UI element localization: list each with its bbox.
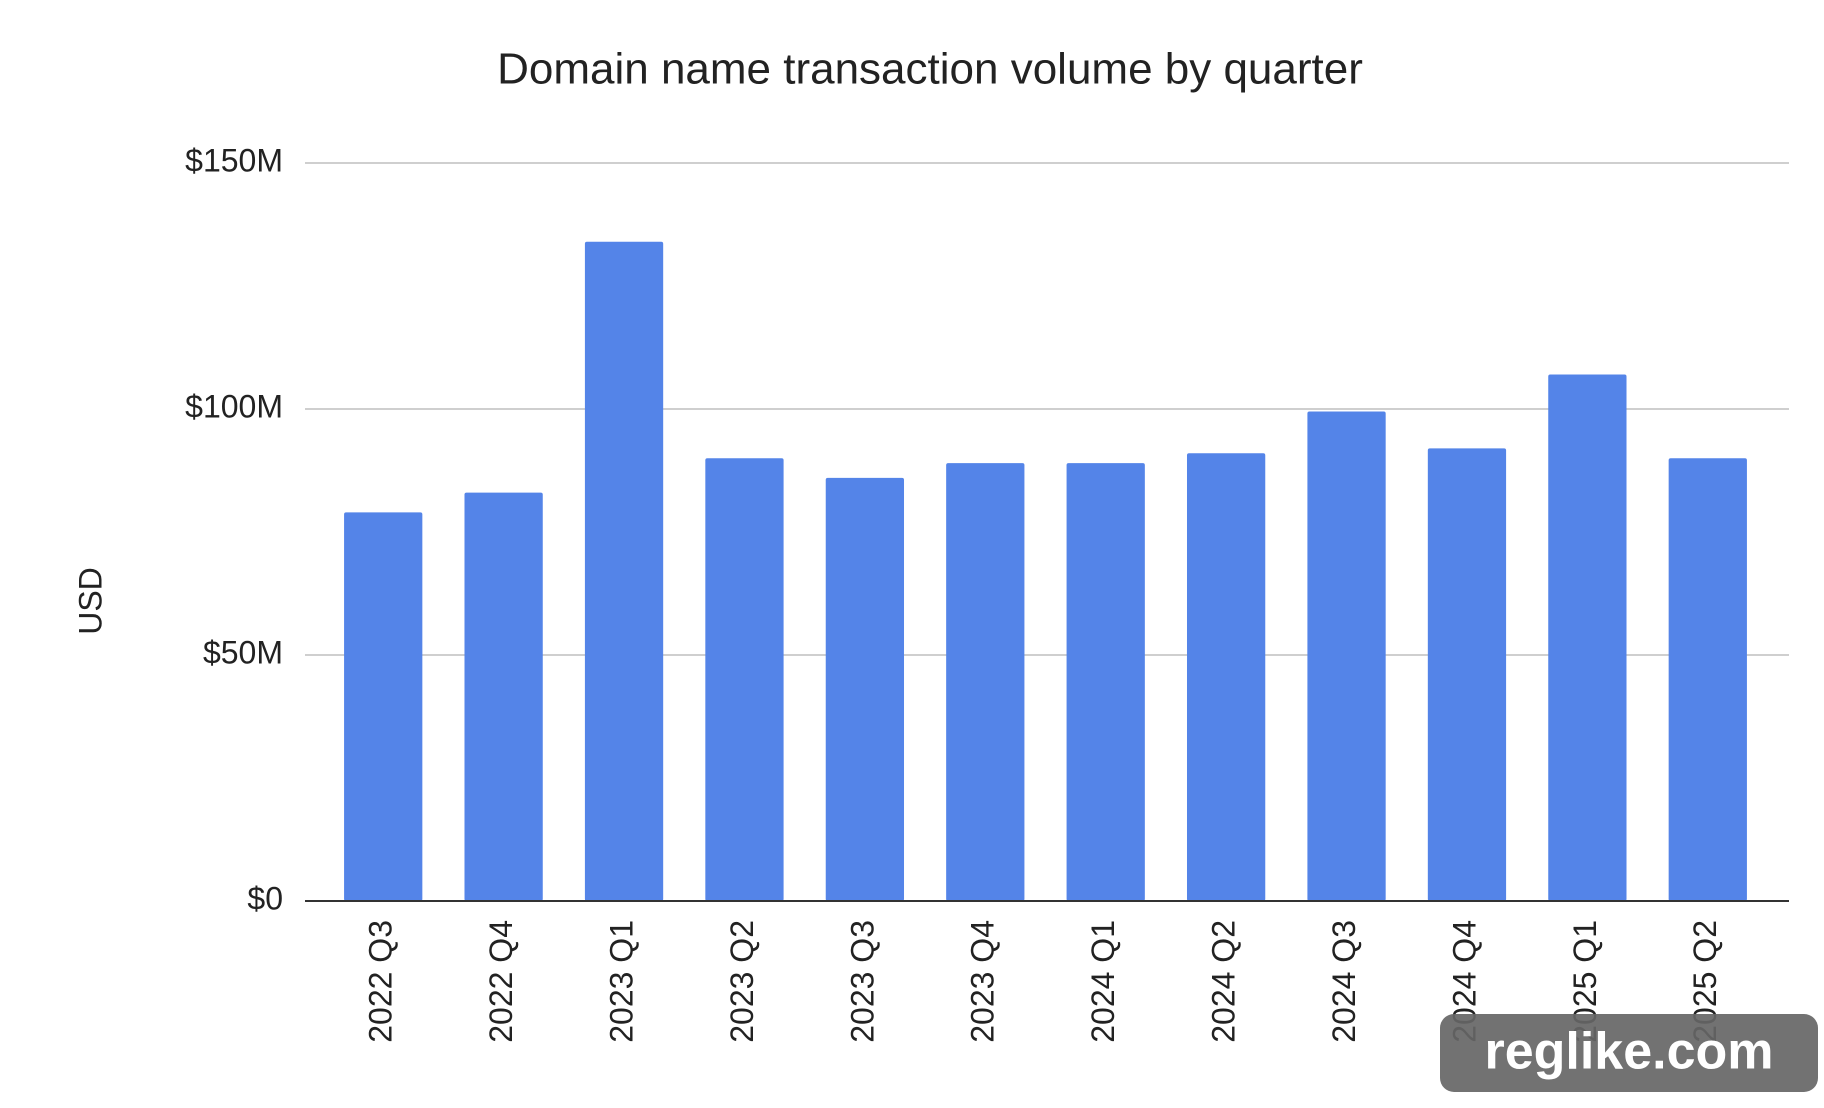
y-tick-label: $150M <box>185 142 283 178</box>
bar <box>464 492 543 901</box>
bar <box>344 512 423 901</box>
watermark-box <box>1440 1014 1818 1092</box>
x-tick-label: 2023 Q3 <box>844 920 880 1043</box>
bar <box>946 463 1025 901</box>
x-tick-label: 2022 Q3 <box>363 920 399 1043</box>
x-tick-label: 2024 Q1 <box>1085 920 1121 1043</box>
y-tick-label: $0 <box>247 880 283 916</box>
x-tick-label: 2023 Q1 <box>603 920 639 1043</box>
bar <box>1186 453 1266 901</box>
y-tick-label: $100M <box>185 388 283 424</box>
bar <box>1427 448 1507 901</box>
x-tick-label: 2023 Q4 <box>965 920 1001 1043</box>
bar <box>1066 463 1145 901</box>
chart-title: Domain name transaction volume by quarte… <box>497 45 1363 94</box>
x-tick-label: 2024 Q2 <box>1206 920 1242 1043</box>
x-tick-label: 2023 Q2 <box>724 920 760 1043</box>
bar <box>825 477 905 901</box>
bar <box>1548 374 1627 901</box>
bar <box>1307 411 1386 901</box>
bar <box>705 458 784 901</box>
x-tick-label: 2024 Q3 <box>1326 920 1362 1043</box>
watermark: reglike.com <box>1484 1023 1773 1081</box>
bar <box>584 241 664 902</box>
bar <box>1668 458 1747 901</box>
x-tick-label: 2022 Q4 <box>483 920 519 1043</box>
y-axis-label: USD <box>72 567 108 635</box>
y-tick-label: $50M <box>203 634 283 670</box>
